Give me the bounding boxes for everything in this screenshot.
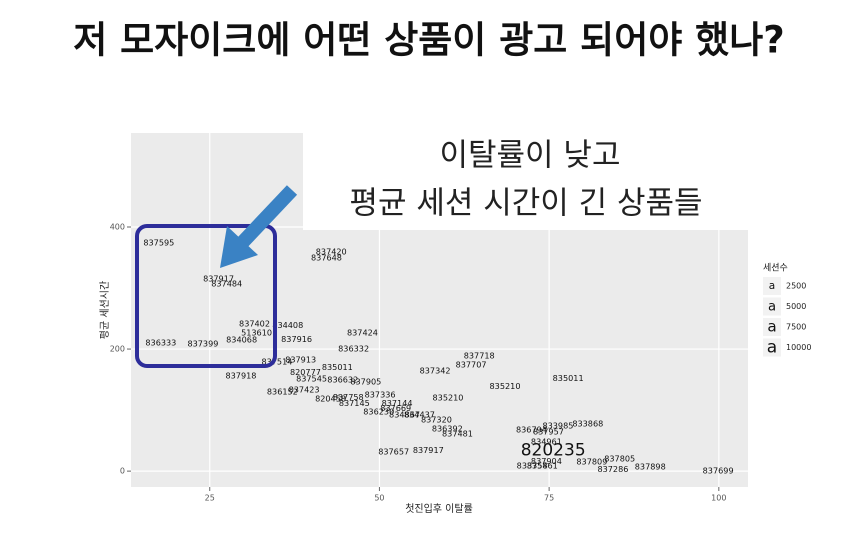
arrow-head [220, 226, 258, 268]
point-label: 837809 [576, 456, 607, 466]
point-label: 837904 [531, 456, 562, 466]
legend-key [763, 338, 781, 357]
legend-key [763, 318, 781, 336]
legend-key [763, 277, 781, 295]
point-label: 835210 [490, 381, 521, 391]
point-label: 834068 [226, 334, 257, 344]
point-label: 837399 [187, 339, 218, 349]
highlight-box [135, 224, 277, 368]
legend-symbol: a [769, 280, 775, 292]
y-tick-label: 0 [120, 467, 125, 476]
point-label: 836230 [363, 406, 394, 416]
x-axis-label: 첫진입후 이탈률 [405, 502, 473, 515]
y-tick-label: 400 [110, 222, 125, 231]
point-label: 836152 [267, 386, 298, 396]
y-tick-label: 200 [110, 345, 125, 354]
point-label: 833868 [572, 419, 603, 429]
x-tick-label: 100 [711, 494, 726, 503]
point-label: 837648 [311, 253, 342, 263]
point-label: 513610 [241, 328, 272, 338]
point-label: 837423 [289, 384, 320, 394]
point-label: 836794 [516, 425, 547, 435]
point-label: 837917 [413, 445, 444, 455]
x-tick-label: 50 [374, 494, 384, 503]
annotation: 평균 세션 시간이 긴 상품들 [349, 186, 702, 222]
point-label: 835011 [322, 362, 353, 372]
point-label: 837424 [347, 328, 378, 338]
legend: a 2500 a 5000 a 7500 a 10000 [763, 277, 811, 358]
x-tick-label: 75 [544, 494, 554, 503]
legend-symbol: a [767, 338, 777, 358]
point-label: 837805 [604, 453, 635, 463]
legend-symbol: a [768, 300, 776, 315]
point-label: 820458 [315, 394, 346, 404]
x-tick-label: 25 [205, 494, 215, 503]
point-label: 837144 [382, 398, 413, 408]
point-label: 837420 [316, 247, 347, 257]
point-label: 837913 [285, 355, 316, 365]
point-label: 833985 [542, 420, 573, 430]
point-label: 837286 [597, 464, 628, 474]
point-label: 836632 [327, 375, 358, 385]
legend-label: 7500 [786, 323, 806, 332]
legend-label: 5000 [786, 302, 806, 311]
point-label: 834437 [404, 409, 435, 419]
point-label: 837918 [225, 370, 256, 380]
point-label: 837657 [378, 447, 409, 457]
point-label: 820235 [521, 440, 586, 460]
point-label: 837484 [211, 278, 242, 288]
point-label: 833754 [517, 461, 548, 471]
point-label: 835011 [553, 373, 584, 383]
point-label: 836392 [432, 424, 463, 434]
point-label: 837481 [442, 428, 473, 438]
point-label: 837336 [365, 389, 396, 399]
point-label: 837957 [533, 427, 564, 437]
point-label: 837916 [281, 334, 312, 344]
point-label: 837320 [421, 414, 452, 424]
point-label: 837707 [456, 359, 487, 369]
point-label: 820777 [290, 367, 321, 377]
point-label: 837905 [350, 377, 381, 387]
legend-label: 10000 [786, 343, 811, 352]
point-label: 837145 [339, 398, 370, 408]
point-label: 837718 [464, 350, 495, 360]
legend-symbol: a [767, 318, 776, 336]
point-label: 837898 [635, 461, 666, 471]
legend-title: 세션수 [763, 263, 788, 274]
point-label: 837699 [703, 466, 734, 476]
annotation-box [303, 112, 748, 230]
point-label: 836332 [338, 344, 369, 354]
point-label: 834408 [272, 320, 303, 330]
point-label: 834867 [389, 409, 420, 419]
point-label: 837342 [420, 366, 451, 376]
legend-label: 2500 [786, 282, 806, 291]
point-label: 834961 [531, 436, 562, 446]
point-label: 837545 [296, 373, 327, 383]
point-label: 837758 [333, 392, 364, 402]
point-label: 836333 [145, 337, 176, 347]
point-label: 835210 [433, 392, 464, 402]
point-label: 837917 [203, 273, 234, 283]
points: 8369388375958374208376488379178374848374… [143, 142, 733, 475]
point-label: 835861 [527, 461, 558, 471]
annotation: 이탈률이 낮고 [440, 138, 621, 174]
point-label: 837402 [239, 319, 270, 329]
point-label: 837514 [261, 356, 292, 366]
point-label: 837595 [143, 237, 174, 247]
y-axis-label: 평균 세션시간 [99, 281, 111, 339]
legend-key [763, 297, 781, 316]
arrow-shaft [234, 185, 298, 250]
slide-title: 저 모자이크에 어떤 상품이 광고 되어야 했나? [73, 19, 784, 62]
point-label: 837669 [380, 403, 411, 413]
